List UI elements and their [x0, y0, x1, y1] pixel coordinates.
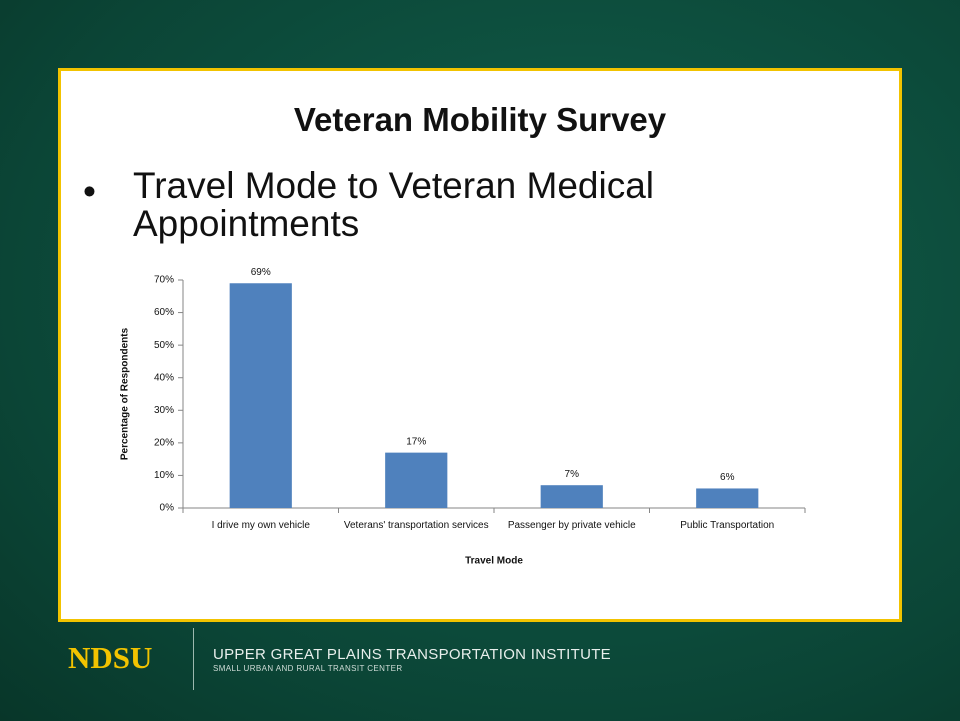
- value-label: 17%: [406, 436, 426, 447]
- footer-institute: UPPER GREAT PLAINS TRANSPORTATION INSTIT…: [213, 646, 611, 663]
- value-label: 69%: [251, 267, 271, 278]
- y-axis-label: Percentage of Respondents: [120, 327, 131, 460]
- footer-center: SMALL URBAN AND RURAL TRANSIT CENTER: [213, 664, 403, 673]
- bar: [385, 452, 448, 508]
- y-tick-label: 50%: [154, 340, 174, 351]
- y-tick-label: 20%: [154, 437, 174, 448]
- value-label: 6%: [720, 472, 735, 483]
- bar: [540, 485, 603, 508]
- x-axis-label: Travel Mode: [465, 556, 523, 567]
- x-tick-label: I drive my own vehicle: [212, 520, 311, 531]
- y-tick-label: 60%: [154, 307, 174, 318]
- footer-logo: NDSU: [68, 640, 153, 675]
- x-tick-label: Public Transportation: [680, 520, 774, 531]
- value-label: 7%: [565, 469, 580, 480]
- y-tick-label: 70%: [154, 275, 174, 286]
- x-tick-label: Passenger by private vehicle: [508, 520, 636, 531]
- footer-divider: [193, 628, 194, 690]
- bar: [229, 283, 292, 508]
- bullet-text: Travel Mode to Veteran Medical Appointme…: [133, 165, 654, 244]
- y-tick-label: 10%: [154, 470, 174, 481]
- slide-title: Veteran Mobility Survey: [293, 101, 667, 138]
- bullet-marker: •: [83, 171, 96, 212]
- x-tick-label: Veterans' transportation services: [344, 520, 489, 531]
- y-tick-label: 40%: [154, 372, 174, 383]
- y-tick-label: 0%: [160, 503, 175, 514]
- y-tick-label: 30%: [154, 405, 174, 416]
- bar: [696, 488, 759, 508]
- slide-panel: Veteran Mobility Survey • Travel Mode to…: [58, 68, 902, 622]
